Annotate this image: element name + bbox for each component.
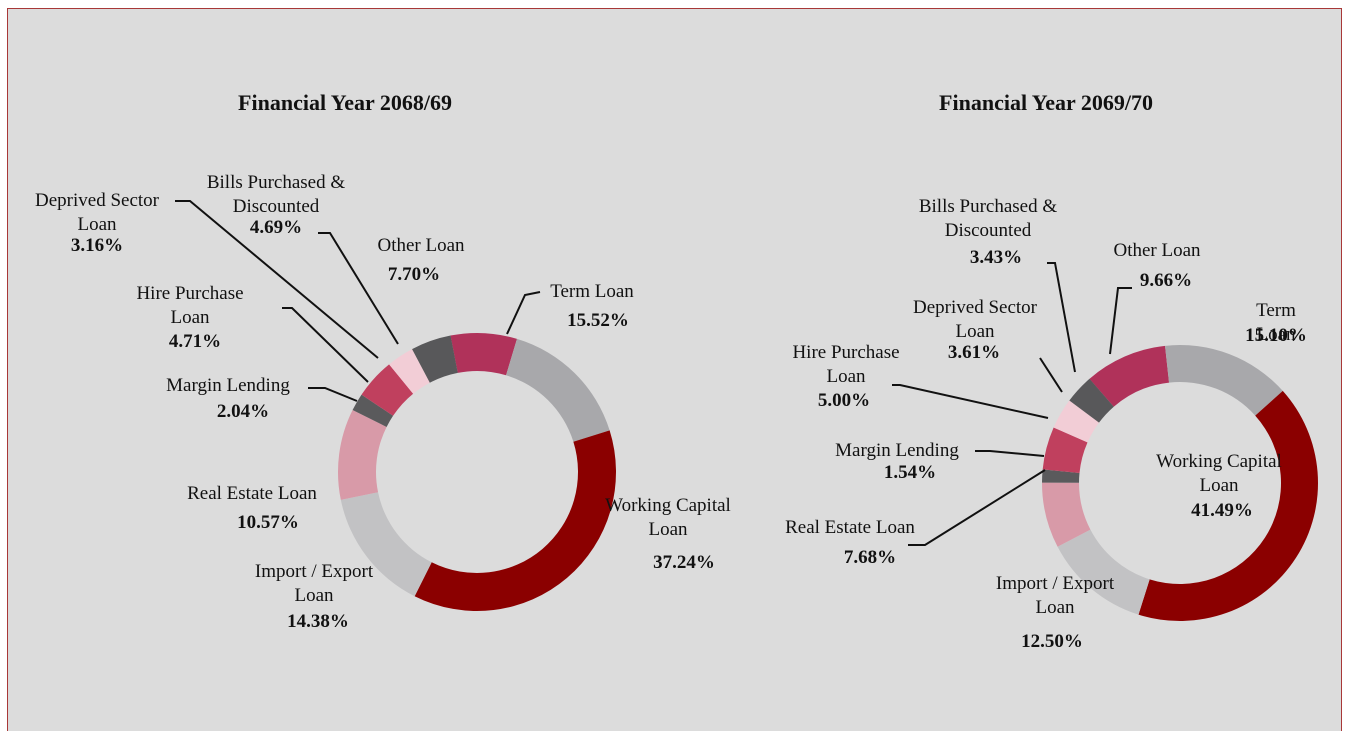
- category-label: Deprived Sector Loan: [35, 190, 159, 235]
- leader-line: [282, 307, 369, 383]
- donut-segment: [1042, 482, 1091, 547]
- donut-segment: [1138, 390, 1318, 621]
- donut-segment: [389, 349, 430, 394]
- donut-segment: [352, 394, 394, 427]
- category-label: Working Capital Loan: [605, 495, 731, 540]
- value-label: 7.70%: [387, 264, 441, 285]
- leader-line: [506, 291, 541, 335]
- category-label: Real Estate Loan: [187, 483, 317, 504]
- value-label: 15.52%: [567, 310, 629, 331]
- value-label: 14.38%: [287, 611, 349, 632]
- value-label: 5.00%: [817, 390, 871, 411]
- donut-segment: [450, 332, 517, 376]
- donut-segment: [1165, 345, 1283, 416]
- donut-segment: [1042, 427, 1088, 473]
- leader-line: [1047, 262, 1076, 373]
- leader-line: [908, 469, 1046, 546]
- category-label: Real Estate Loan: [785, 517, 915, 538]
- value-label: 37.24%: [653, 552, 715, 573]
- donut-segment: [1069, 378, 1114, 423]
- value-label: 7.68%: [843, 547, 897, 568]
- category-label: Bills Purchased & Discounted: [206, 172, 346, 217]
- category-label: Deprived Sector Loan: [913, 297, 1037, 342]
- value-label: 12.50%: [1021, 631, 1083, 652]
- donut-segment: [1057, 529, 1150, 615]
- value-label: 3.43%: [969, 247, 1023, 268]
- donut-segment: [1089, 345, 1170, 407]
- category-label: Working Capital Loan: [1156, 451, 1282, 496]
- value-label: 41.49%: [1191, 500, 1253, 521]
- value-label: 3.61%: [947, 342, 1001, 363]
- leader-line: [318, 232, 399, 345]
- donut-segment: [412, 335, 458, 383]
- leader-line: [975, 450, 1045, 457]
- leader-line: [1109, 287, 1132, 355]
- value-label: 1.54%: [883, 462, 937, 483]
- value-label: 4.71%: [168, 331, 222, 352]
- leader-line: [175, 200, 379, 359]
- chart-title: Financial Year 2068/69: [238, 90, 452, 115]
- value-label: 3.16%: [70, 235, 124, 256]
- donut-segment: [1053, 400, 1100, 443]
- category-label: Import / Export Loan: [254, 561, 374, 606]
- chart-title: Financial Year 2069/70: [939, 90, 1153, 115]
- donut-segment: [506, 338, 610, 442]
- category-label: Hire Purchase Loan: [136, 283, 244, 328]
- category-label: Bills Purchased & Discounted: [918, 196, 1058, 241]
- value-label: 4.69%: [249, 217, 303, 238]
- leader-line: [1039, 357, 1063, 393]
- category-label: Margin Lending: [166, 375, 290, 396]
- category-label: Hire Purchase Loan: [792, 342, 900, 387]
- leader-line: [308, 387, 358, 402]
- category-label: Other Loan: [377, 235, 465, 256]
- value-label: 10.57%: [237, 512, 299, 533]
- category-label: Margin Lending: [835, 440, 959, 461]
- leader-line: [892, 384, 1049, 419]
- value-label: 15.10%: [1245, 325, 1307, 346]
- category-label: Term Loan: [1256, 300, 1296, 345]
- value-label: 2.04%: [216, 401, 270, 422]
- donut-segment: [338, 410, 387, 500]
- category-label: Import / Export Loan: [995, 573, 1115, 618]
- donut-segment: [361, 364, 414, 416]
- donut-segment: [340, 492, 432, 597]
- category-label: Other Loan: [1113, 240, 1201, 261]
- category-label: Term Loan: [550, 281, 634, 302]
- donut-segment: [1042, 469, 1080, 483]
- value-label: 9.66%: [1139, 270, 1193, 291]
- donut-segment: [414, 430, 616, 611]
